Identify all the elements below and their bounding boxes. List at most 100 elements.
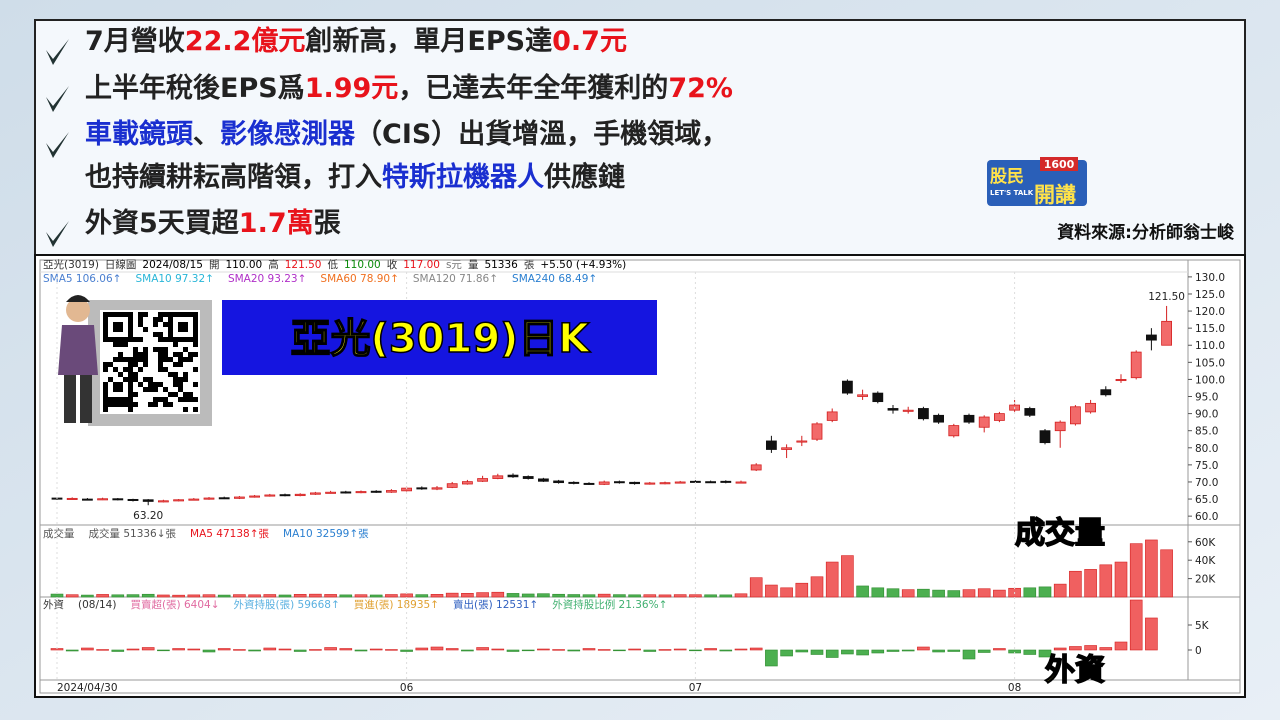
candle-body	[370, 490, 382, 493]
candle-body	[340, 491, 352, 494]
candle-body	[1115, 379, 1127, 382]
foreign-bar	[506, 649, 520, 652]
info-item: 量	[468, 259, 479, 271]
candle-body	[477, 478, 489, 482]
foreign-bar	[324, 647, 337, 651]
qr-cell	[178, 362, 183, 367]
candle-body	[659, 482, 671, 485]
foreign-bar	[537, 648, 550, 651]
bullet-segment: 1.99元	[305, 73, 399, 104]
foreign-bar	[65, 649, 79, 652]
qr-cell	[128, 317, 133, 322]
qr-cell	[163, 397, 168, 402]
info-item: 高	[268, 258, 279, 271]
volume-bar	[1023, 587, 1037, 598]
candle-body	[431, 487, 443, 490]
volume-bar	[202, 594, 216, 598]
foreign-bar	[871, 649, 885, 654]
y-tick-label: 120.0	[1195, 306, 1225, 318]
qr-cell	[158, 382, 163, 387]
qr-cell	[163, 387, 168, 392]
qr-cell	[163, 337, 168, 342]
qr-cell	[173, 392, 178, 397]
foreign-bar	[263, 647, 277, 651]
info-item: 2024/08/15	[142, 259, 203, 271]
qr-cell	[128, 332, 133, 337]
candle-body	[416, 487, 428, 490]
foreign-bar	[1023, 649, 1037, 655]
qr-cell	[128, 387, 133, 392]
volume-bar	[172, 594, 185, 598]
candle-body	[826, 411, 838, 421]
logo-badge	[1040, 157, 1078, 171]
qr-cell	[183, 407, 188, 412]
y-tick-label: 60.0	[1195, 511, 1218, 523]
qr-cell	[133, 337, 138, 342]
volume-bar	[1114, 561, 1128, 598]
qr-cell	[168, 402, 173, 407]
volume-bar	[400, 593, 413, 598]
foreign-bar	[385, 649, 398, 651]
qr-cell	[143, 327, 148, 332]
candle-body	[446, 483, 458, 488]
qr-cell	[158, 332, 163, 337]
qr-cell	[173, 362, 178, 367]
qr-cell	[133, 352, 138, 357]
y-tick-label: 65.0	[1195, 494, 1218, 506]
qr-cell	[173, 372, 178, 377]
candle-body	[461, 481, 473, 485]
y-tick-label: 110.0	[1195, 340, 1225, 352]
legend-item: 買進(張) 18935↑	[354, 599, 439, 611]
candle-body	[842, 380, 853, 394]
qr-cell	[103, 367, 108, 372]
foreign-bar	[856, 649, 869, 656]
volume-bar	[810, 576, 824, 598]
x-tick-label: 2024/04/30	[57, 682, 118, 694]
candle-body	[735, 481, 747, 484]
volume-bar	[734, 593, 748, 598]
qr-cell	[168, 372, 173, 377]
candle-body	[385, 490, 397, 493]
foreign-bar	[278, 648, 292, 651]
legend-item: SMA60 78.90↑	[320, 273, 398, 285]
info-item: 117.00	[403, 259, 440, 271]
legend-item: SMA20 93.23↑	[228, 273, 306, 285]
foreign-bar	[765, 649, 778, 667]
foreign-bar	[704, 648, 717, 651]
qr-cell	[153, 317, 158, 322]
volume-bar	[901, 589, 915, 598]
qr-cell	[148, 377, 153, 382]
volume-bar	[50, 593, 64, 598]
foreign-bar	[567, 649, 581, 652]
qr-cell	[173, 352, 178, 357]
qr-cell	[113, 382, 118, 387]
volume-bar	[795, 582, 809, 598]
qr-cell	[158, 357, 163, 362]
info-item: 開	[209, 259, 220, 271]
qr-cell	[158, 367, 163, 372]
qr-cell	[103, 362, 108, 367]
qr-cell	[103, 332, 108, 337]
info-item: 日線圖	[105, 258, 137, 271]
y-tick-label: 70.0	[1195, 477, 1218, 489]
foreign-bar	[932, 649, 945, 653]
candle-body	[872, 392, 884, 403]
volume-bar	[339, 594, 353, 598]
qr-cell	[193, 367, 198, 372]
bullet-segment: 車載鏡頭	[85, 118, 194, 150]
candle-body	[705, 481, 716, 484]
volume-bar	[977, 588, 991, 598]
volume-bar	[65, 594, 79, 598]
volume-bar	[415, 594, 429, 598]
volume-legend: 成交量 成交量 51336↓張 MA5 47138↑張 MA10 32599↑張	[43, 527, 369, 540]
foreign-bar	[901, 649, 915, 652]
volume-bar	[856, 585, 869, 598]
candle-body	[188, 498, 200, 501]
qr-cell	[103, 337, 108, 342]
candle-body	[112, 498, 124, 501]
qr-cell	[178, 387, 183, 392]
qr-cell	[193, 332, 198, 337]
y-tick-label: 100.0	[1195, 374, 1225, 386]
foreign-bar	[1145, 617, 1158, 651]
info-item: 110.00	[225, 259, 262, 271]
